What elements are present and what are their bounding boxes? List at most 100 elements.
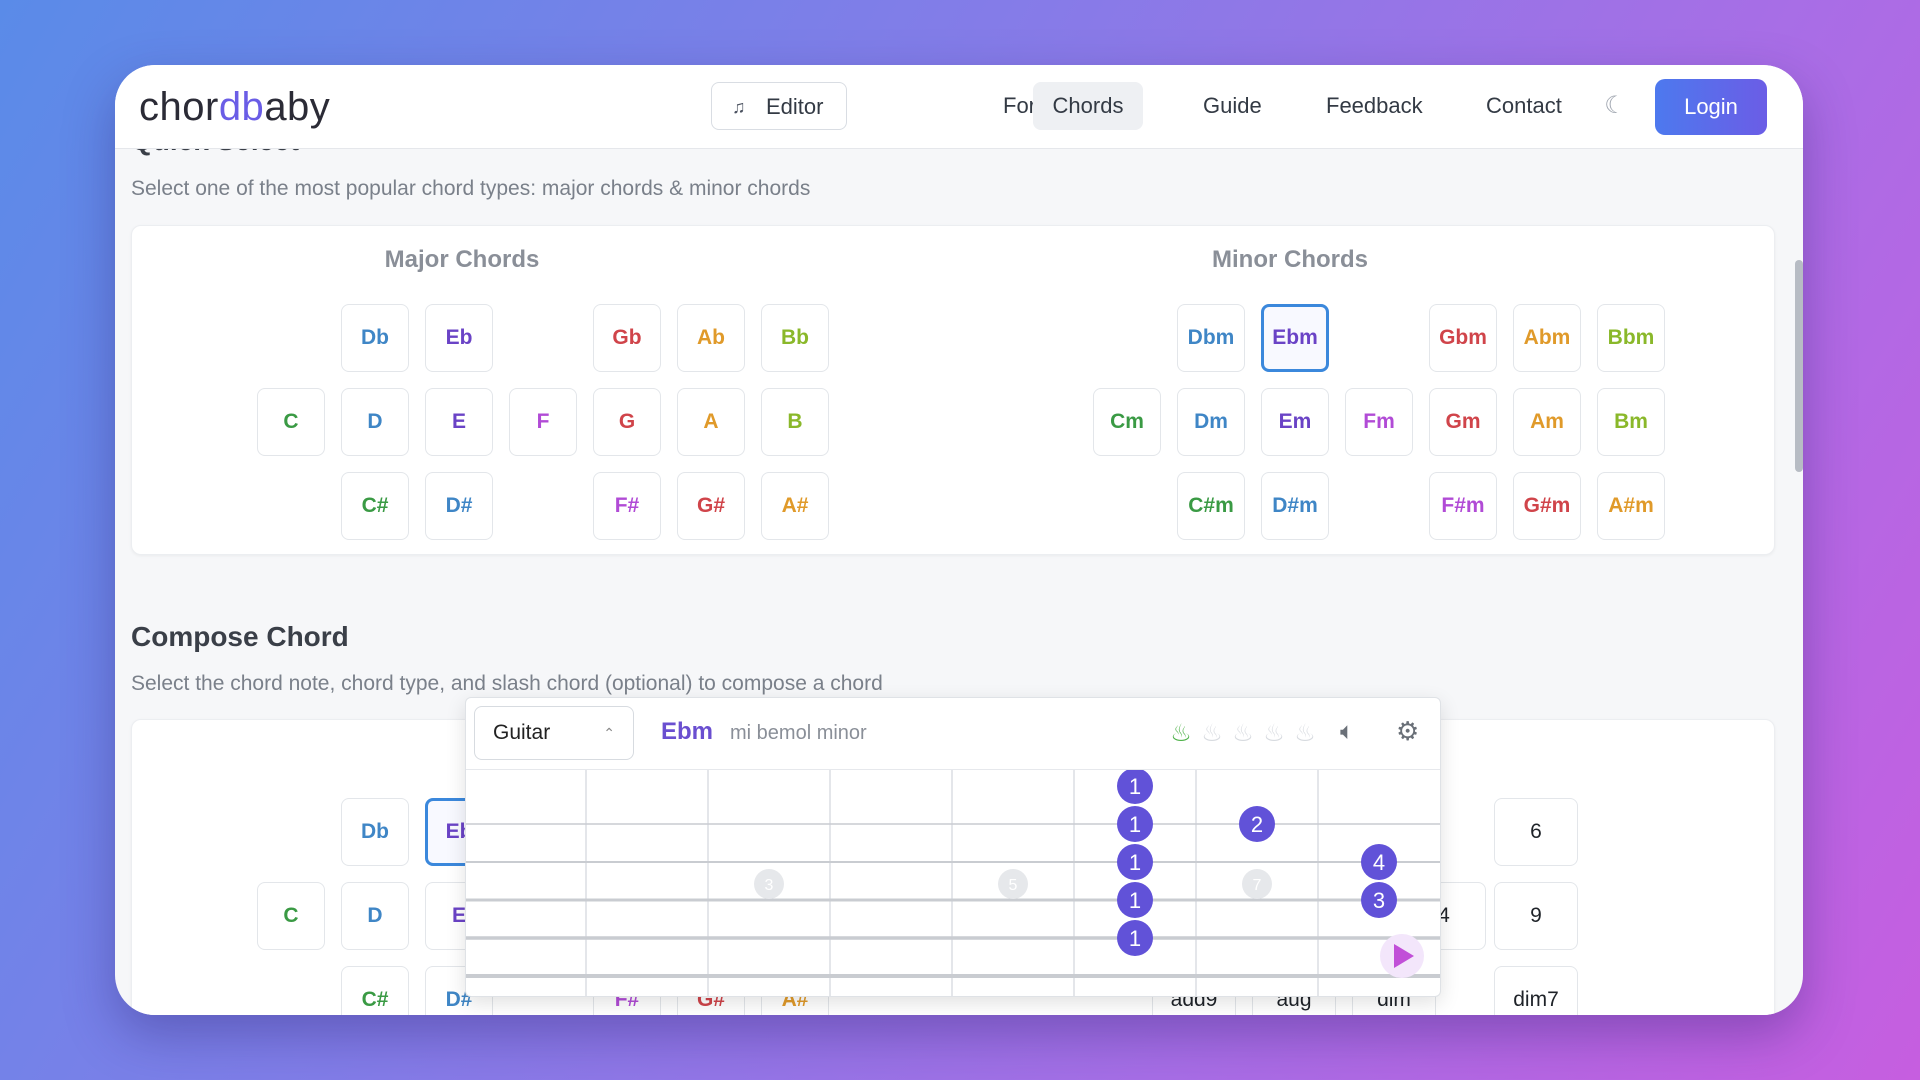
chord-chip-a-sharp[interactable]: A# — [761, 472, 829, 540]
flame-icon: ♨ — [1294, 720, 1316, 747]
chord-chip-cm[interactable]: Cm — [1093, 388, 1161, 456]
chord-chip-bb[interactable]: Bb — [761, 304, 829, 372]
chord-chip-bbm[interactable]: Bbm — [1597, 304, 1665, 372]
logo-text-accent: db — [218, 85, 265, 129]
chord-type-chip-dim7[interactable]: dim7 — [1494, 966, 1578, 1015]
chord-chip-d[interactable]: D — [341, 388, 409, 456]
chord-chip-bm[interactable]: Bm — [1597, 388, 1665, 456]
chord-chip-dbm[interactable]: Dbm — [1177, 304, 1245, 372]
updown-chevron-icon: ⌃ — [603, 725, 615, 741]
chord-chip-dm[interactable]: Dm — [1177, 388, 1245, 456]
logo-text-prefix: chor — [139, 85, 219, 129]
finger-dot — [1117, 844, 1153, 880]
flame-icon: ♨ — [1263, 720, 1285, 747]
chord-chip-f-sharpm[interactable]: F#m — [1429, 472, 1497, 540]
chord-chip-c-sharp[interactable]: C# — [341, 966, 409, 1015]
chord-chip-e[interactable]: E — [425, 388, 493, 456]
nav-editor[interactable]: ♫ Editor — [711, 82, 847, 130]
finger-dot — [1117, 920, 1153, 956]
chord-diagram-popup: Guitar ⌃ Ebm mi bemol minor ♨ ♨ ♨ ♨ ♨ 🔈︎ ⚙︎ … — [465, 697, 1441, 997]
chord-chip-d[interactable]: D — [341, 882, 409, 950]
chord-chip-am[interactable]: Am — [1513, 388, 1581, 456]
finger-dot — [1117, 882, 1153, 918]
nav-editor-label: Editor — [766, 94, 824, 119]
nav-contact[interactable]: Contact — [1486, 93, 1562, 118]
chord-chip-ab[interactable]: Ab — [677, 304, 745, 372]
finger-number: 1 — [1129, 774, 1141, 799]
chord-chip-gm[interactable]: Gm — [1429, 388, 1497, 456]
instrument-select[interactable]: Guitar ⌃ — [474, 706, 634, 760]
minor-chords-title: Minor Chords — [1212, 246, 1368, 273]
app-window: chordbaby ♫ Editor Formatter Chords Guid… — [115, 65, 1803, 1015]
finger-number: 4 — [1373, 850, 1385, 875]
fret-marker-label: 3 — [765, 877, 774, 894]
fret-marker — [998, 869, 1028, 899]
gear-icon[interactable]: ⚙︎ — [1396, 716, 1420, 746]
flame-icon: ♨ — [1170, 720, 1192, 747]
fretboard-svg: 3 5 7 1 1 1 1 1 2 4 3 — [466, 768, 1440, 996]
music-note-icon: ♫ — [732, 97, 746, 117]
finger-dot — [1361, 882, 1397, 918]
chord-chip-eb[interactable]: Eb — [425, 304, 493, 372]
chord-chip-db[interactable]: Db — [341, 798, 409, 866]
chord-full-name: mi bemol minor — [730, 722, 867, 744]
nav-chords[interactable]: Chords — [1033, 82, 1143, 130]
scrollbar-thumb[interactable] — [1795, 260, 1803, 472]
chord-symbol: Ebm — [661, 718, 714, 745]
fret-marker-label: 5 — [1009, 877, 1018, 894]
moon-icon[interactable]: ☾ — [1604, 92, 1626, 119]
chord-chip-abm[interactable]: Abm — [1513, 304, 1581, 372]
compose-chord-title: Compose Chord — [131, 621, 349, 652]
chord-chip-d-sharp[interactable]: D# — [425, 472, 493, 540]
chord-chip-b[interactable]: B — [761, 388, 829, 456]
chord-chip-gbm[interactable]: Gbm — [1429, 304, 1497, 372]
chord-chip-f[interactable]: F — [509, 388, 577, 456]
popup-header: Guitar ⌃ Ebm mi bemol minor ♨ ♨ ♨ ♨ ♨ 🔈︎ ⚙︎ — [466, 698, 1440, 770]
top-navbar: chordbaby ♫ Editor Formatter Chords Guid… — [115, 65, 1803, 149]
finger-number: 1 — [1129, 926, 1141, 951]
chord-chip-c-sharp[interactable]: C# — [341, 472, 409, 540]
chord-chip-f-sharp[interactable]: F# — [593, 472, 661, 540]
chord-chip-ebm[interactable]: Ebm — [1261, 304, 1329, 372]
finger-number: 1 — [1129, 850, 1141, 875]
finger-number: 1 — [1129, 888, 1141, 913]
fretboard: 3 5 7 1 1 1 1 1 2 4 3 — [466, 768, 1440, 996]
instrument-select-value: Guitar — [493, 721, 551, 744]
chord-chip-c[interactable]: C — [257, 388, 325, 456]
chord-chip-g[interactable]: G — [593, 388, 661, 456]
chord-type-chip-6[interactable]: 6 — [1494, 798, 1578, 866]
play-icon — [1394, 944, 1414, 968]
chord-chip-em[interactable]: Em — [1261, 388, 1329, 456]
chord-chip-c-sharpm[interactable]: C#m — [1177, 472, 1245, 540]
compose-chord-description: Select the chord note, chord type, and s… — [131, 672, 883, 695]
nav-feedback[interactable]: Feedback — [1326, 93, 1423, 118]
chord-chip-d-sharpm[interactable]: D#m — [1261, 472, 1329, 540]
logo-text-suffix: aby — [264, 85, 331, 129]
quick-select-panel: Major Chords Minor Chords Db Eb Gb Ab Bb C D E F… — [131, 225, 1775, 555]
finger-dot — [1361, 844, 1397, 880]
major-chords-title: Major Chords — [384, 246, 540, 273]
flame-icon: ♨ — [1201, 720, 1223, 747]
chord-chip-gb[interactable]: Gb — [593, 304, 661, 372]
chord-chip-a[interactable]: A — [677, 388, 745, 456]
fret-marker — [1242, 869, 1272, 899]
finger-number: 1 — [1129, 812, 1141, 837]
login-button[interactable]: Login — [1655, 79, 1767, 135]
chord-chip-db[interactable]: Db — [341, 304, 409, 372]
chord-chip-a-sharpm[interactable]: A#m — [1597, 472, 1665, 540]
chord-type-chip-9[interactable]: 9 — [1494, 882, 1578, 950]
logo[interactable]: chordbaby — [139, 85, 330, 130]
finger-number: 2 — [1251, 812, 1263, 837]
fret-marker-label: 7 — [1253, 877, 1262, 894]
chord-chip-g-sharpm[interactable]: G#m — [1513, 472, 1581, 540]
chord-chip-g-sharp[interactable]: G# — [677, 472, 745, 540]
nav-guide[interactable]: Guide — [1203, 93, 1262, 118]
finger-dot — [1239, 806, 1275, 842]
finger-number: 3 — [1373, 888, 1385, 913]
finger-dot — [1117, 768, 1153, 804]
speaker-icon[interactable]: 🔈︎ — [1340, 718, 1355, 745]
flame-icon: ♨ — [1232, 720, 1254, 747]
chord-chip-c[interactable]: C — [257, 882, 325, 950]
chord-chip-fm[interactable]: Fm — [1345, 388, 1413, 456]
quick-select-description: Select one of the most popular chord typ… — [131, 177, 811, 200]
